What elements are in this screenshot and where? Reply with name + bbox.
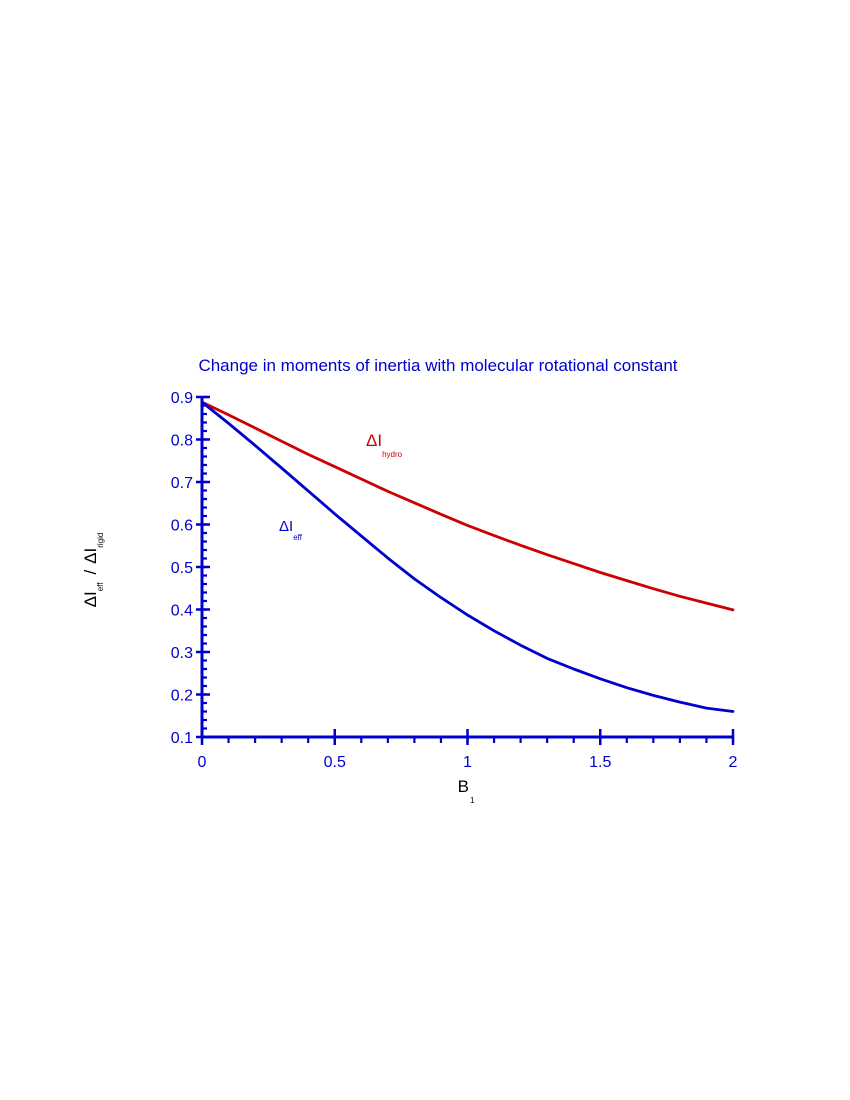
- y-axis-label-part2: ΔI: [81, 548, 100, 564]
- series-line-hydro: [200, 400, 735, 612]
- series-label-hydro: ΔIhydro: [366, 431, 403, 459]
- x-axis-label: B1: [458, 777, 475, 805]
- x-tick-label: 0: [198, 754, 207, 771]
- y-tick-label: 0.4: [171, 603, 193, 620]
- y-tick-label: 0.5: [171, 560, 193, 577]
- series-label-eff-main: ΔI: [279, 518, 293, 535]
- x-axis-label-main: B: [458, 777, 469, 796]
- y-axis-label-part1: ΔI: [81, 591, 100, 607]
- svg-text:ΔIeff/ΔIrigid: ΔIeff/ΔIrigid: [81, 533, 105, 608]
- y-axis-label-part2-sub: rigid: [96, 533, 105, 548]
- series-label-eff-sub: eff: [293, 533, 303, 542]
- series-label-hydro-main: ΔI: [366, 431, 382, 450]
- series-label-eff: ΔIeff: [279, 518, 303, 542]
- y-tick-label: 0.6: [171, 518, 193, 535]
- series-layer: [200, 400, 735, 713]
- series-line-eff: [200, 400, 735, 713]
- chart-title: Change in moments of inertia with molecu…: [198, 356, 677, 375]
- y-tick-label: 0.1: [171, 730, 193, 747]
- x-tick-label: 0.5: [324, 754, 346, 771]
- y-axis-label-slash: /: [81, 570, 100, 575]
- svg-text:B1: B1: [458, 777, 475, 805]
- y-tick-label: 0.9: [171, 390, 193, 407]
- x-tick-label: 2: [729, 754, 738, 771]
- x-tick-label: 1: [463, 754, 472, 771]
- axes: 0.1 0.2 0.3 0.4 0.5 0.6 0.7 0.8 0.9 0 0.5 1 1.5 2: [171, 390, 738, 771]
- y-tick-label: 0.8: [171, 433, 193, 450]
- y-axis-label: ΔIeff/ΔIrigid: [81, 533, 105, 608]
- y-tick-label: 0.2: [171, 688, 193, 705]
- x-tick-label: 1.5: [589, 754, 611, 771]
- y-axis-label-part1-sub: eff: [96, 582, 105, 592]
- y-tick-label: 0.3: [171, 645, 193, 662]
- x-axis-label-sub: 1: [470, 796, 475, 805]
- y-tick-label: 0.7: [171, 475, 193, 492]
- series-label-hydro-sub: hydro: [382, 450, 403, 459]
